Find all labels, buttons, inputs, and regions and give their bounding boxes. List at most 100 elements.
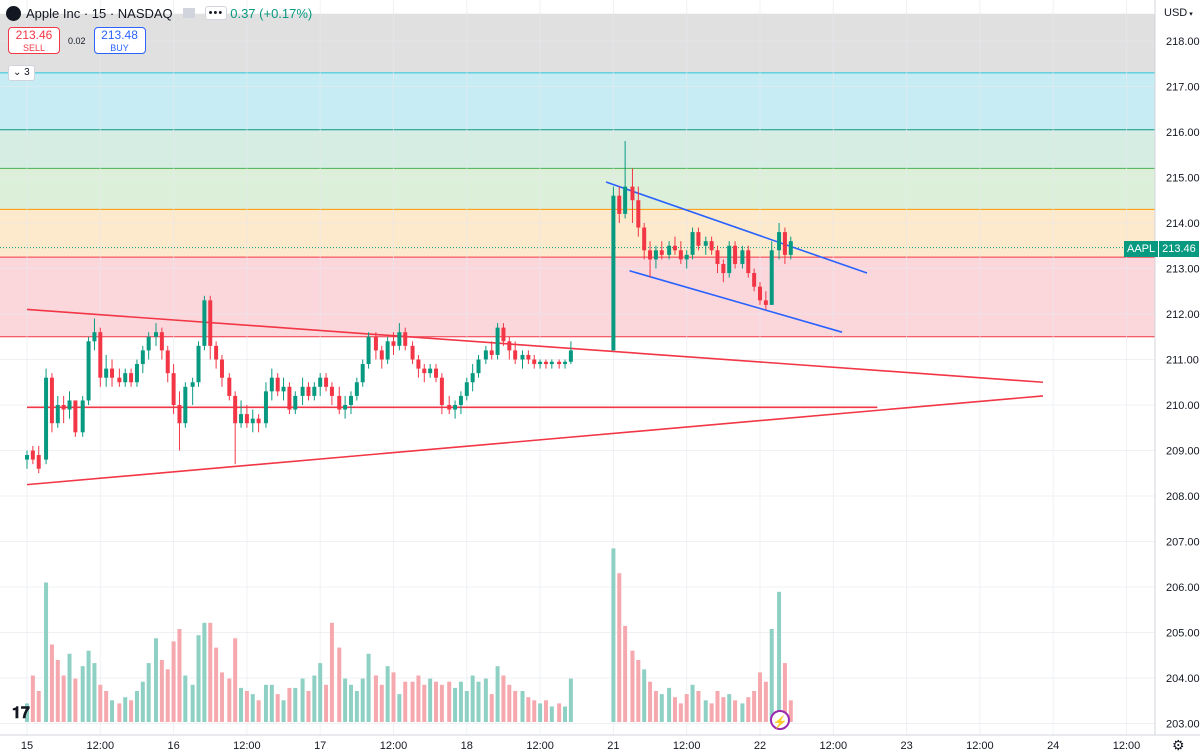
candle-body	[354, 382, 359, 396]
volume-bar	[129, 700, 134, 722]
candle-body	[86, 341, 91, 401]
volume-bar	[55, 660, 60, 722]
volume-bar	[214, 647, 219, 722]
volume-bar	[300, 678, 305, 722]
volume-bar	[80, 666, 85, 722]
candle-body	[373, 336, 378, 351]
time-tick-label: 22	[754, 740, 766, 752]
channel-upper-line	[605, 181, 868, 274]
candle-body	[324, 377, 329, 387]
volume-bar	[25, 703, 29, 722]
candle-body	[447, 405, 452, 410]
candle-body	[439, 377, 444, 405]
candle-body	[538, 361, 543, 365]
candle-body	[159, 332, 164, 351]
volume-bar	[385, 666, 390, 722]
volume-bar	[428, 678, 433, 722]
volume-bar	[416, 675, 421, 722]
volume-bar	[373, 675, 378, 722]
volume-bar	[549, 706, 554, 722]
more-options-button[interactable]: •••	[204, 6, 228, 20]
time-tick-label: 18	[461, 740, 473, 752]
volume-bar	[177, 629, 182, 722]
candle-body	[611, 195, 616, 351]
volume-bar	[458, 681, 463, 722]
candle-body	[30, 450, 35, 460]
candle-body	[287, 386, 292, 410]
volume-bar	[439, 684, 444, 722]
fib-zone	[0, 257, 1155, 337]
indicators-toggle-button[interactable]: ⌄ 3	[8, 65, 35, 81]
volume-bar	[239, 687, 244, 722]
volume-bar	[140, 681, 145, 722]
candle-body	[788, 241, 793, 255]
volume-bar	[324, 684, 329, 722]
apple-logo-icon	[6, 5, 21, 21]
candle-body	[165, 350, 170, 374]
time-tick-label: 23	[900, 740, 912, 752]
candle-body	[306, 386, 311, 396]
volume-bar	[123, 697, 128, 722]
volume-bar	[219, 672, 224, 722]
indicator-box-icon[interactable]	[182, 8, 195, 18]
volume-bar	[489, 694, 494, 722]
volume-bar	[715, 691, 720, 722]
symbol-title[interactable]: Apple Inc · 15 · NASDAQ	[26, 5, 173, 21]
buy-label: BUY	[110, 43, 129, 53]
time-tick-label: 12:00	[820, 740, 848, 752]
gear-icon[interactable]: ⚙	[1172, 737, 1185, 753]
candle-body	[543, 361, 548, 365]
candle-body	[684, 254, 689, 260]
volume-bar	[159, 660, 164, 722]
volume-bar	[263, 684, 268, 722]
volume-bar	[733, 700, 738, 722]
candle-body	[36, 455, 41, 469]
volume-bar	[752, 691, 757, 722]
candle-body	[642, 227, 647, 251]
volume-bar	[190, 684, 195, 722]
candle-body	[563, 361, 568, 365]
candle-body	[300, 386, 305, 396]
candle-body	[348, 395, 353, 405]
buy-price: 213.48	[101, 28, 138, 42]
time-tick-label: 17	[314, 740, 326, 752]
time-tick-label: 12:00	[233, 740, 261, 752]
spread-value: 0.02	[68, 35, 86, 46]
volume-bar	[526, 697, 531, 722]
volume-bar	[281, 700, 286, 722]
volume-bar	[73, 678, 78, 722]
candle-body	[318, 377, 323, 387]
volume-bar	[422, 684, 427, 722]
volume-bar	[623, 625, 628, 722]
tradingview-logo-icon[interactable]: 𝟏𝟕	[12, 705, 30, 722]
volume-bar	[709, 703, 714, 722]
volume-bar	[287, 687, 292, 722]
currency-selector[interactable]: USD ▾	[1164, 7, 1193, 19]
sell-button[interactable]: 213.46 SELL	[8, 27, 60, 54]
chart-header: Apple Inc · 15 · NASDAQ ••• 0.37 (+0.17%…	[6, 4, 312, 22]
candle-body	[329, 386, 334, 396]
volume-bar	[30, 675, 35, 722]
fib-zone	[0, 168, 1155, 210]
lightning-icon[interactable]: ⚡	[770, 710, 790, 730]
volume-bar	[196, 635, 201, 722]
volume-bar	[636, 660, 641, 722]
candle-body	[123, 373, 128, 383]
volume-bar	[183, 675, 188, 722]
candle-body	[568, 350, 573, 362]
volume-bar	[244, 691, 249, 722]
volume-bar	[202, 622, 207, 722]
candle-body	[777, 232, 782, 251]
time-axis: 15 12:00 16 12:00 17 12:00 18 12:00 21 12:00 22 12:…	[0, 734, 1200, 756]
candle-body	[758, 286, 762, 301]
candle-body	[275, 377, 280, 392]
candle-body	[520, 354, 525, 360]
buy-button[interactable]: 213.48 BUY	[93, 27, 146, 54]
volume-bar	[476, 681, 481, 722]
volume-bar	[67, 653, 72, 722]
candle-body	[25, 455, 29, 460]
volume-bar	[782, 663, 787, 722]
volume-bar	[777, 591, 782, 722]
volume-bar	[648, 681, 653, 722]
